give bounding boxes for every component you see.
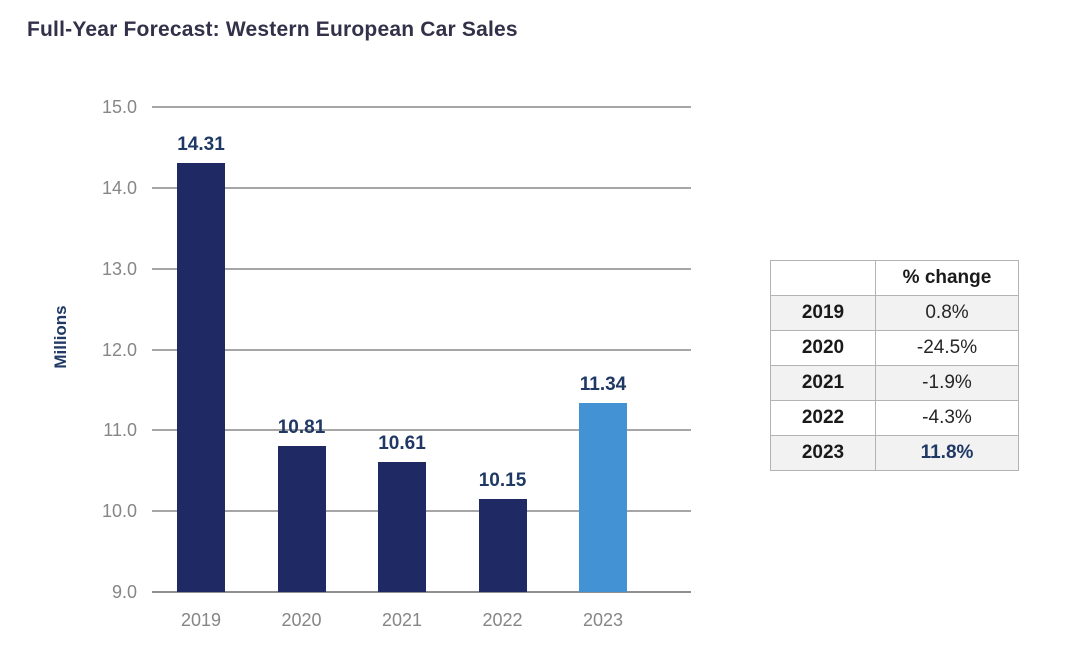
y-axis-tick-label: 9.0 [111,582,137,602]
table-row: 2022 -4.3% [770,400,1019,436]
x-axis-category-label: 2021 [381,610,423,630]
bar-data-label: 14.31 [177,134,225,155]
table-header-row: % change [770,260,1019,296]
table-year-cell: 2022 [770,400,876,436]
table-change-cell: -24.5% [875,330,1019,366]
table-row: 2019 0.8% [770,295,1019,331]
gridline [152,348,691,351]
y-axis-title: Millions [51,305,70,369]
gridline [152,106,691,108]
y-axis-tick-label: 12.0 [101,339,137,360]
y-axis-tick-label: 15.0 [101,97,137,117]
bar-data-label: 10.15 [478,470,527,491]
table-change-cell-highlight: 11.8% [875,435,1019,471]
gridline [152,267,691,270]
x-axis-baseline [152,591,691,593]
y-axis-tick-label: 14.0 [101,177,137,198]
bar-2023 [579,403,627,592]
y-axis-tick-label: 10.0 [101,501,137,522]
table-row: 2021 -1.9% [770,365,1019,401]
pct-change-table: % change 2019 0.8% 2020 -24.5% 2021 -1.9… [770,260,1019,471]
y-axis-tick-label: 13.0 [101,258,137,279]
table-header-pct-change: % change [875,260,1019,296]
table-header-empty-cell [770,260,876,296]
x-axis-category-label: 2023 [582,610,624,630]
bar-2022 [478,499,527,592]
table-year-cell: 2019 [770,295,876,331]
table-year-cell: 2020 [770,330,876,366]
bar-data-label: 11.34 [579,374,627,395]
table-row: 2020 -24.5% [770,330,1019,366]
table-row: 2023 11.8% [770,435,1019,471]
bar-2021 [378,462,426,592]
gridline [152,429,691,432]
gridline [152,186,691,189]
table-change-cell: 0.8% [875,295,1019,331]
x-axis-category-label: 2020 [281,610,322,630]
bar-data-label: 10.61 [378,433,426,454]
chart-title: Full-Year Forecast: Western European Car… [27,18,518,41]
bar-2019 [177,163,225,592]
table-change-cell: -1.9% [875,365,1019,401]
table-year-cell: 2023 [770,435,876,471]
bar-data-label: 10.81 [277,417,326,438]
table-change-cell: -4.3% [875,400,1019,436]
y-axis-tick-label: 11.0 [103,420,137,441]
x-axis-category-label: 2019 [180,610,222,630]
table-year-cell: 2021 [770,365,876,401]
bar-2020 [277,446,326,592]
x-axis-category-label: 2022 [482,610,523,630]
